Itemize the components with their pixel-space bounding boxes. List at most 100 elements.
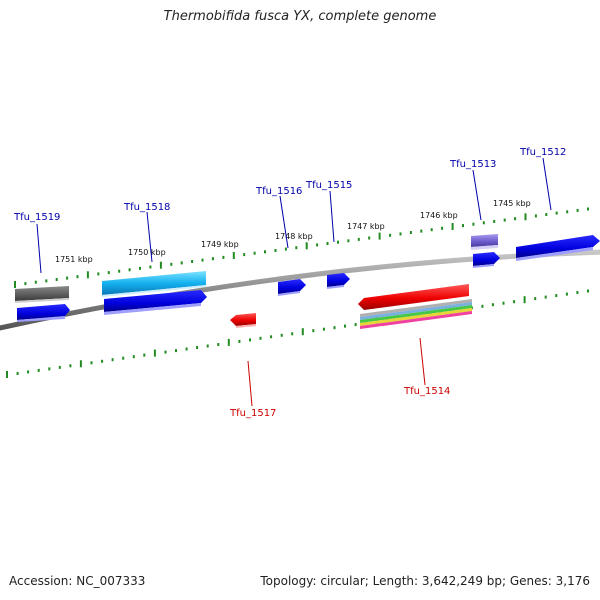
forward-scale-tick	[482, 221, 485, 225]
forward-scale-tick	[139, 266, 141, 270]
reverse-scale-tick	[502, 301, 505, 305]
reverse-scale-tick	[27, 370, 30, 374]
reverse-scale-tick	[544, 295, 547, 299]
forward-scale-tick	[55, 278, 58, 281]
forward-scale-tick	[337, 240, 339, 244]
reverse-scale-tick	[565, 292, 568, 296]
gene-label-tfu-1512: Tfu_1512	[519, 147, 566, 158]
reverse-scale-tick	[153, 349, 156, 357]
forward-scale-tick	[295, 246, 298, 250]
reverse-leader-lines	[247, 337, 426, 407]
forward-scale-tick	[86, 271, 89, 279]
feature-tfu-1512[interactable]	[516, 235, 600, 261]
reverse-scale-tick	[344, 324, 346, 328]
reverse-scale-tick	[312, 329, 315, 333]
reverse-scale-tick	[333, 326, 336, 330]
feature-tfu-1518[interactable]	[104, 290, 207, 315]
accession-text: Accession: NC_007333	[9, 574, 146, 588]
reverse-scale-tick	[555, 294, 558, 298]
forward-scale-tick	[493, 219, 496, 223]
gene-label-tfu-1518: Tfu_1518	[123, 202, 170, 213]
forward-scale-tick	[128, 268, 131, 272]
forward-scale-tick	[149, 265, 152, 269]
reverse-scale-tick	[143, 353, 146, 357]
reverse-scale-tick	[534, 297, 537, 301]
forward-scale-tick	[441, 226, 444, 230]
reverse-scale-tick	[79, 360, 82, 368]
map-title: Thermobifida fusca YX, complete genome	[163, 9, 437, 24]
reverse-scale-tick	[576, 291, 579, 294]
reverse-scale-tick	[90, 361, 93, 365]
forward-scale-tick	[347, 239, 350, 243]
forward-scale-tick	[368, 236, 371, 240]
forward-scale-tick	[576, 208, 579, 212]
forward-scale-tick	[170, 262, 173, 266]
forward-scale-tick	[253, 251, 256, 255]
reverse-scale-tick	[523, 296, 526, 304]
reverse-scale-tick	[481, 304, 484, 308]
forward-scale-tick	[524, 213, 527, 221]
scale-label-1750: 1750 kbp	[128, 248, 166, 257]
reverse-scale-tick	[132, 355, 135, 359]
reverse-scale-tick	[301, 328, 304, 336]
reverse-scale-tick	[322, 327, 325, 331]
feature-tfu-1514[interactable]	[358, 284, 472, 329]
reverse-scale-tick	[196, 346, 199, 349]
feature-cyan[interactable]	[102, 271, 206, 297]
genome-summary-text: Topology: circular; Length: 3,642,249 bp…	[260, 574, 590, 588]
forward-scale-tick	[545, 213, 548, 216]
scale-label-1749: 1749 kbp	[201, 240, 239, 249]
forward-scale-tick	[14, 281, 16, 288]
forward-scale-tick	[180, 261, 183, 265]
forward-scale-tick	[316, 243, 319, 247]
feature-tfu-1515[interactable]	[327, 273, 350, 289]
reverse-scale-tick	[175, 349, 177, 353]
reverse-scale-tick	[491, 303, 494, 307]
forward-leader-lines	[36, 157, 552, 274]
forward-scale-tick	[211, 257, 214, 261]
feature-tfu-1516[interactable]	[278, 279, 306, 296]
reverse-scale-tick	[48, 367, 51, 371]
forward-scale-tick	[45, 279, 48, 283]
scale-label-1747: 1747 kbp	[347, 222, 385, 231]
reverse-scale-tick	[217, 343, 220, 346]
feature-tfu-1513[interactable]	[473, 252, 500, 268]
forward-scale-tick	[232, 252, 235, 259]
forward-scale-tick	[222, 255, 225, 259]
forward-scale-tick	[462, 224, 464, 228]
forward-scale-tick	[326, 242, 329, 245]
forward-scale-tick	[357, 237, 360, 241]
forward-scale-tick	[378, 232, 381, 240]
forward-scale-tick	[107, 271, 110, 275]
forward-scale-tick	[389, 233, 392, 237]
reverse-scale-ticks	[6, 289, 589, 378]
reverse-scale-tick	[259, 336, 262, 340]
feature-tfu-1519[interactable]	[17, 304, 70, 322]
reverse-scale-tick	[164, 350, 167, 354]
forward-scale-tick	[409, 231, 412, 234]
forward-scale-tick	[566, 210, 569, 214]
feature-purple[interactable]	[471, 234, 498, 250]
forward-scale-tick	[534, 214, 537, 218]
reverse-scale-tick	[58, 365, 61, 369]
forward-scale-tick	[274, 249, 277, 252]
reverse-scale-tick	[37, 368, 40, 372]
forward-scale-tick	[451, 223, 454, 230]
reverse-scale-tick	[227, 338, 230, 346]
forward-scale-tick	[243, 253, 246, 257]
reverse-scale-tick	[111, 358, 114, 362]
scale-label-1748: 1748 kbp	[275, 232, 313, 241]
reverse-scale-tick	[249, 338, 251, 342]
forward-scale-tick	[514, 217, 517, 221]
reverse-scale-tick	[69, 364, 72, 368]
feature-tfu-1517[interactable]	[230, 313, 256, 328]
forward-scale-tick	[555, 211, 558, 215]
forward-scale-tick	[201, 258, 204, 262]
forward-scale-tick	[24, 282, 27, 286]
gene-label-tfu-1516: Tfu_1516	[255, 186, 302, 197]
forward-scale-tick	[191, 260, 194, 263]
feature-gray[interactable]	[15, 286, 69, 303]
scale-label-1745: 1745 kbp	[493, 199, 531, 208]
reverse-scale-tick	[122, 356, 125, 360]
reverse-scale-tick	[513, 300, 516, 304]
